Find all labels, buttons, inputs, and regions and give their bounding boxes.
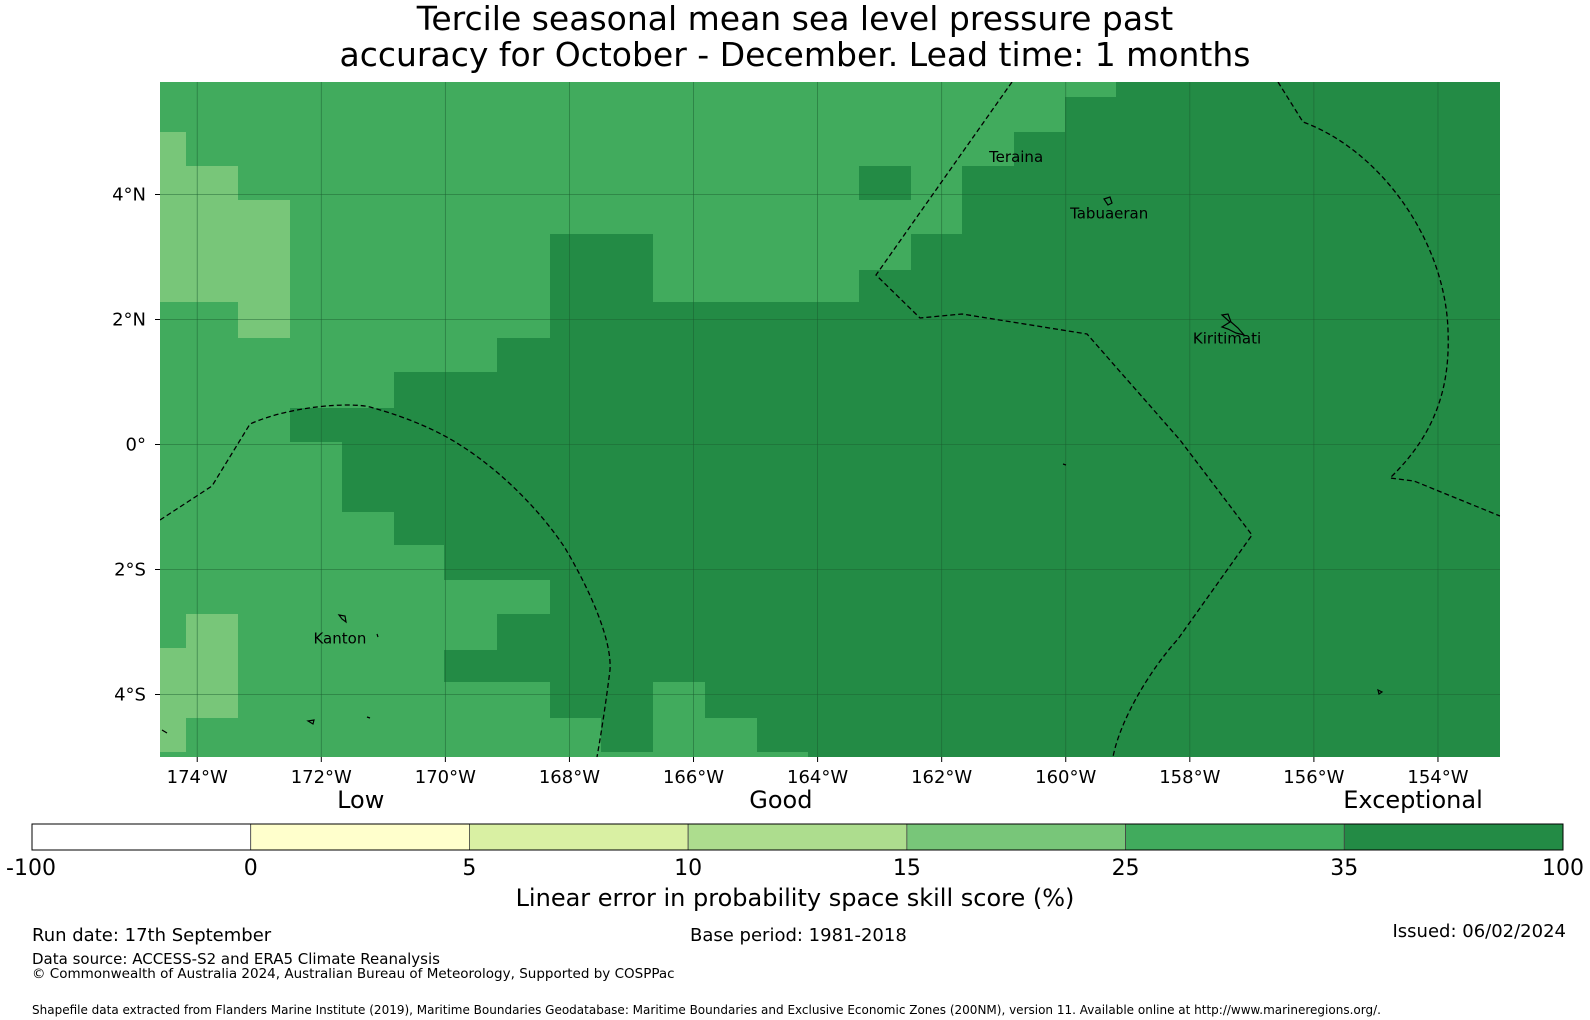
colorbar-bin	[250, 823, 470, 851]
copyright: © Commonwealth of Australia 2024, Austra…	[32, 966, 675, 982]
chart-title-line1: Tercile seasonal mean sea level pressure…	[416, 0, 1174, 38]
shapefile-credit: Shapefile data extracted from Flanders M…	[32, 1003, 1381, 1017]
x-tick-label: 158°W	[1159, 767, 1220, 788]
colorbar-tick-label: 10	[674, 856, 703, 881]
colorbar-label: Linear error in probability space skill …	[515, 884, 1075, 912]
colorbar-bin	[1343, 823, 1564, 851]
x-tick-label: 156°W	[1283, 767, 1344, 788]
eez-boundary-east	[1277, 82, 1500, 517]
x-tick-label: 166°W	[663, 767, 724, 788]
data-source: Data source: ACCESS-S2 and ERA5 Climate …	[32, 950, 440, 968]
colorbar-tick-label: 35	[1330, 856, 1359, 881]
island-outlines	[161, 196, 1384, 734]
y-tick-label: 2°S	[114, 560, 146, 581]
x-tick-label: 164°W	[787, 767, 848, 788]
skill-field-medium-southwest	[160, 614, 238, 752]
graticule	[160, 82, 1500, 757]
islet-central	[1062, 463, 1067, 466]
x-tick-label: 168°W	[539, 767, 600, 788]
colorbar-tick-label: 15	[892, 856, 921, 881]
islet-kanton-east	[376, 633, 379, 638]
colorbar-tick-label: 25	[1111, 856, 1140, 881]
x-tick-label: 170°W	[415, 767, 476, 788]
skill-field-medium-northwest	[160, 132, 290, 338]
y-tick-label: 2°N	[112, 310, 146, 331]
x-axis-ticks: 174°W 172°W 170°W 168°W 166°W 164°W 162°W 160°W…	[167, 757, 1469, 788]
y-tick-label: 0°	[126, 435, 146, 456]
colorbar-bin	[906, 823, 1126, 851]
place-label: Kanton	[313, 629, 366, 647]
place-label: Teraina	[988, 148, 1043, 166]
y-tick-label: 4°N	[112, 185, 146, 206]
map-area: Teraina Tabuaeran Kiritimati Kanton	[160, 82, 1500, 757]
base-period: Base period: 1981-2018	[690, 925, 907, 946]
colorbar-bin	[687, 823, 908, 851]
x-tick-label: 154°W	[1407, 767, 1468, 788]
islet-south	[366, 716, 371, 719]
islet-far-southwest	[161, 729, 168, 734]
colorbar-tick-label: 100	[1542, 856, 1584, 881]
kanton-outline	[337, 614, 347, 624]
colorbar-category-label: Good	[749, 786, 813, 814]
colorbar-tick-label: 5	[462, 856, 477, 881]
y-tick-label: 4°S	[114, 685, 146, 706]
eez-boundaries	[160, 82, 1500, 757]
eez-boundary-central-north	[875, 82, 1253, 757]
colorbar-bin	[1125, 823, 1345, 851]
skill-field-high-west	[160, 82, 1116, 757]
colorbar-tick-label: -100	[6, 856, 56, 881]
colorbar-tick-label: 0	[243, 856, 258, 881]
colorbar-category-label: Exceptional	[1343, 786, 1483, 814]
colorbar	[31, 823, 1564, 851]
colorbar-category-label: Low	[337, 786, 385, 814]
place-label: Tabuaeran	[1069, 204, 1148, 222]
place-labels: Teraina Tabuaeran Kiritimati Kanton	[313, 148, 1261, 647]
kiritimati-outline	[1220, 313, 1246, 337]
place-label: Kiritimati	[1193, 329, 1261, 347]
x-tick-label: 172°W	[291, 767, 352, 788]
x-tick-label: 160°W	[1035, 767, 1096, 788]
run-date: Run date: 17th September	[32, 925, 272, 946]
colorbar-frame	[31, 823, 1564, 851]
y-axis-ticks: 4°N 2°N 0° 2°S 4°S	[112, 185, 160, 706]
x-tick-label: 174°W	[167, 767, 228, 788]
islet-east	[1377, 688, 1384, 695]
islet-southwest	[306, 719, 315, 725]
eez-boundary-west	[160, 404, 611, 757]
colorbar-bin	[469, 823, 689, 851]
tabuaeran-outline	[1103, 196, 1113, 206]
colorbar-bin	[31, 823, 252, 851]
x-tick-label: 162°W	[911, 767, 972, 788]
chart-title-line2: accuracy for October - December. Lead ti…	[339, 35, 1251, 74]
issued-date: Issued: 06/02/2024	[1392, 921, 1566, 942]
